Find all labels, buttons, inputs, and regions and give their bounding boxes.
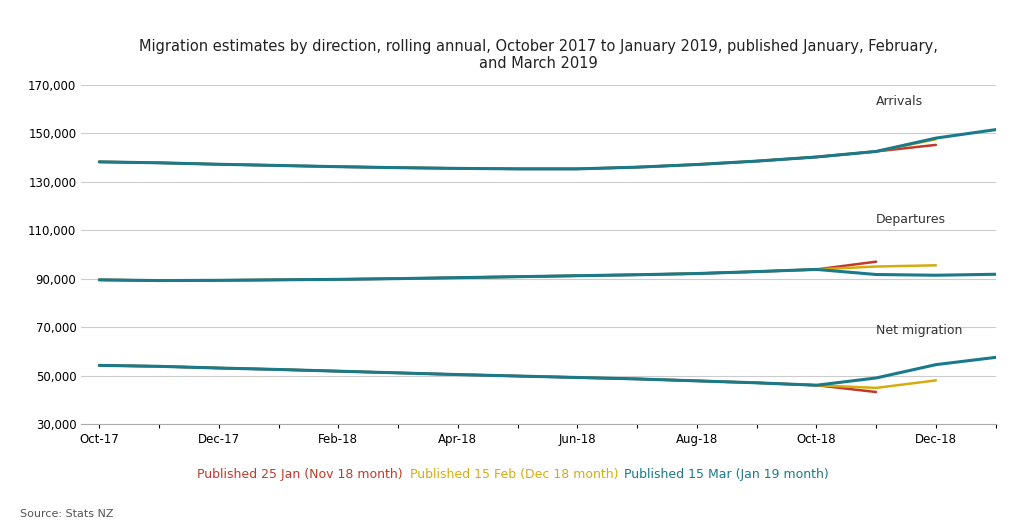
Text: Source: Stats NZ: Source: Stats NZ: [20, 509, 114, 519]
Text: Published 25 Jan (Nov 18 month): Published 25 Jan (Nov 18 month): [197, 468, 402, 481]
Text: Net migration: Net migration: [876, 324, 962, 337]
Text: Departures: Departures: [876, 213, 946, 226]
Text: Published 15 Mar (Jan 19 month): Published 15 Mar (Jan 19 month): [624, 468, 828, 481]
Text: Arrivals: Arrivals: [876, 95, 924, 108]
Text: Published 15 Feb (Dec 18 month): Published 15 Feb (Dec 18 month): [410, 468, 619, 481]
Title: Migration estimates by direction, rolling annual, October 2017 to January 2019, : Migration estimates by direction, rollin…: [139, 39, 938, 71]
